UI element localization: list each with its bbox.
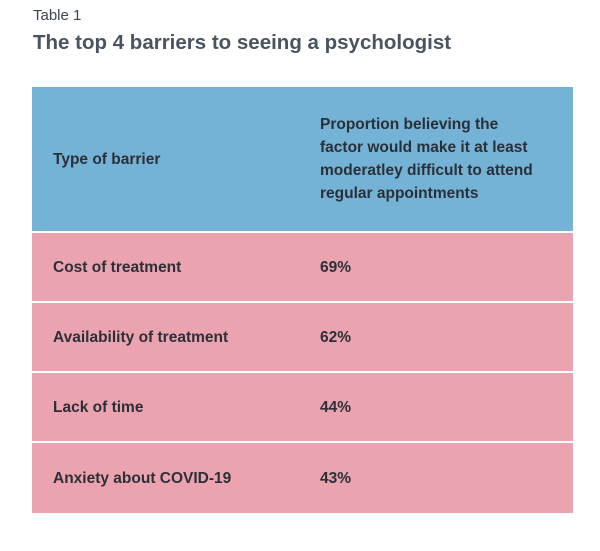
barrier-cell: Lack of time <box>53 398 144 416</box>
proportion-cell: 43% <box>320 469 352 487</box>
table-caption-label: Table 1 <box>33 7 82 24</box>
proportion-cell: 69% <box>320 258 352 276</box>
table-header-row: Type of barrier Proportion believing the… <box>32 87 573 233</box>
barrier-cell: Anxiety about COVID-19 <box>53 469 232 487</box>
proportion-cell: 44% <box>320 398 352 416</box>
table-row: Lack of time 44% <box>32 373 573 443</box>
header-type-of-barrier: Type of barrier <box>53 150 161 168</box>
table-row: Anxiety about COVID-19 43% <box>32 443 573 513</box>
header-proportion: Proportion believing the factor would ma… <box>320 116 533 202</box>
table-row: Cost of treatment 69% <box>32 233 573 303</box>
table-row: Availability of treatment 62% <box>32 303 573 373</box>
table-title: The top 4 barriers to seeing a psycholog… <box>33 31 452 54</box>
proportion-cell: 62% <box>320 328 352 346</box>
barriers-table: Type of barrier Proportion believing the… <box>32 87 573 513</box>
barrier-cell: Cost of treatment <box>53 258 182 276</box>
barrier-cell: Availability of treatment <box>53 328 229 346</box>
